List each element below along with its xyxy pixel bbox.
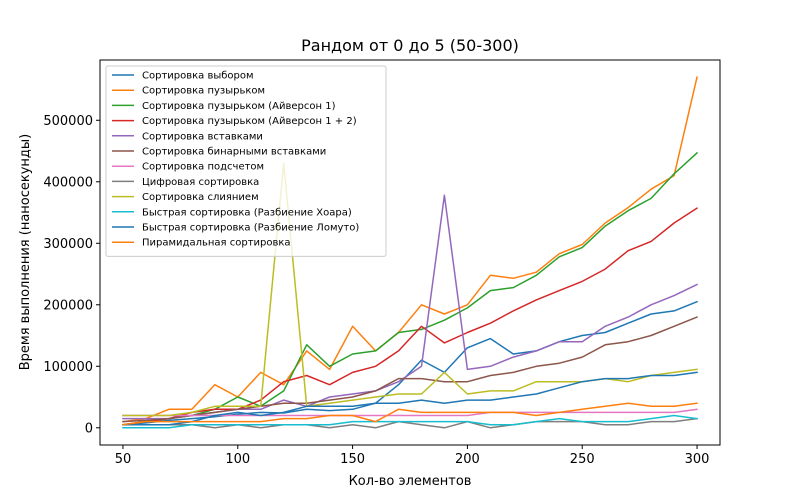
y-tick-label: 500000: [43, 114, 93, 129]
series-line-8: [122, 417, 698, 429]
series-line-3: [122, 151, 699, 426]
legend: Сортировка выбором Сортировка пузырьком Со…: [105, 65, 387, 257]
x-tick-label: 200: [455, 452, 480, 467]
x-tick-label: 250: [570, 452, 595, 467]
x-tick-label: 100: [225, 452, 250, 467]
series-line-1: [122, 300, 698, 426]
x-tick-label: 50: [115, 452, 132, 467]
y-axis-label: Время выполнения (наносекунды): [18, 134, 33, 371]
legend-entry: Быстрая сортировка (Разбиение Ломуто): [142, 223, 359, 234]
series-line-12: [122, 402, 698, 426]
y-axis-ticks: 0 100000 200000 300000 400000 500000: [43, 114, 100, 436]
series-line-4: [122, 207, 699, 426]
series-line-2: [122, 76, 698, 423]
legend-entry: Сортировка пузырьком: [142, 86, 265, 97]
y-tick-label: 400000: [43, 175, 93, 190]
x-tick-label: 150: [340, 452, 365, 467]
legend-entry: Сортировка пузырьком (Айверсон 1 + 2): [142, 116, 357, 127]
series-line-6: [122, 316, 698, 423]
legend-entry: Сортировка подсчетом: [142, 162, 264, 173]
chart-title: Рандом от 0 до 5 (50-300): [301, 36, 519, 55]
legend-entry: Сортировка слиянием: [142, 192, 259, 203]
legend-entry: Быстрая сортировка (Разбиение Хоара): [142, 207, 352, 218]
series-line-10: [122, 414, 698, 429]
y-tick-label: 0: [85, 421, 93, 436]
x-tick-label: 300: [685, 452, 710, 467]
x-axis-ticks: 50 100 150 200 250 300: [115, 445, 710, 467]
y-tick-label: 100000: [43, 360, 93, 375]
series-layer: [122, 76, 699, 429]
y-tick-label: 300000: [43, 237, 93, 252]
legend-entry: Сортировка выбором: [142, 71, 254, 82]
legend-entry: Сортировка бинарными вставками: [142, 147, 326, 158]
legend-entry: Сортировка пузырьком (Айверсон 1): [142, 101, 336, 112]
legend-entry: Сортировка вставками: [142, 131, 263, 142]
y-tick-label: 200000: [43, 298, 93, 313]
legend-entry: Цифровая сортировка: [142, 177, 259, 188]
x-axis-label: Кол-во элементов: [349, 474, 472, 489]
series-line-11: [122, 371, 698, 426]
legend-entry: Пирамидальная сортировка: [142, 238, 291, 249]
legend-box: [105, 65, 387, 257]
plot-area-frame: [99, 59, 721, 446]
